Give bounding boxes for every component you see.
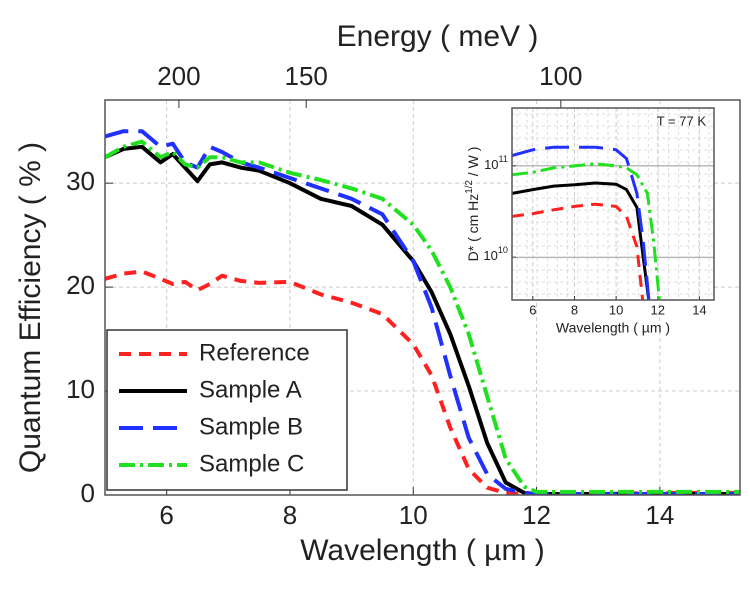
y-tick-label: 1011 (484, 154, 508, 172)
x-axis-label: Wavelength ( µm ) (300, 534, 545, 567)
legend-label: Reference (199, 339, 310, 366)
y-tick-label: 0 (81, 478, 95, 508)
series-line (512, 162, 661, 300)
y-tick-base: 10 (483, 249, 497, 264)
series-line (512, 202, 645, 300)
series-line (512, 181, 651, 300)
y-label-text: D* ( cm Hz (465, 194, 481, 262)
legend-box (106, 329, 348, 491)
x-axis-label: Wavelength ( µm ) (556, 319, 670, 335)
y-label-sup: 1/2 (464, 180, 475, 194)
y-tick-label: 1010 (483, 246, 508, 264)
plot-frame (511, 107, 715, 301)
y-axis-label: Quantum Efficiency ( % ) (14, 142, 47, 473)
x-tick-label: 6 (529, 302, 536, 317)
x-tick-label: 8 (571, 302, 578, 317)
x2-tick-label: 200 (157, 61, 200, 91)
y-axis-label: D* ( cm Hz1/2 / W ) (464, 147, 481, 262)
legend-label: Sample A (199, 376, 302, 403)
series-group (512, 145, 661, 300)
legend-label: Sample C (199, 450, 304, 477)
x-tick-label: 10 (399, 500, 428, 530)
series-line (105, 139, 740, 494)
x-tick-label: 12 (651, 302, 665, 317)
y-tick-exponent: 10 (498, 246, 508, 256)
x-tick-label: 14 (645, 500, 674, 530)
x-tick-label: 12 (522, 500, 551, 530)
y-tick-label: 10 (66, 374, 95, 404)
y-tick-label: 20 (66, 270, 95, 300)
x-tick-label: 10 (609, 302, 623, 317)
plot-background (512, 108, 714, 300)
x2-axis-label: Energy ( meV ) (337, 20, 539, 53)
x2-tick-label: 150 (285, 61, 328, 91)
y-tick-base: 10 (484, 157, 498, 172)
plot-frame (104, 99, 741, 496)
x-tick-label: 14 (692, 302, 706, 317)
x2-tick-label: 100 (539, 61, 582, 91)
legend-label: Sample B (199, 413, 303, 440)
y-label-after: / W ) (465, 147, 481, 180)
series-line (512, 145, 651, 300)
annotation: T = 77 K (657, 113, 707, 128)
y-tick-label: 30 (66, 166, 95, 196)
x-tick-label: 8 (283, 500, 297, 530)
series-group (105, 129, 740, 495)
x-tick-label: 6 (159, 500, 173, 530)
series-line (105, 129, 740, 495)
y-tick-exponent: 11 (499, 154, 508, 164)
